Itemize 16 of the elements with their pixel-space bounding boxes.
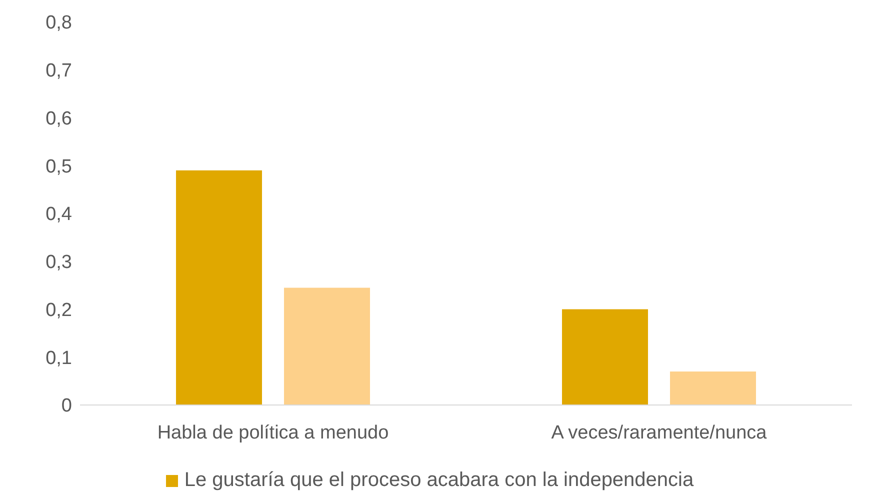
bar bbox=[176, 170, 262, 405]
y-tick-label: 0,8 bbox=[46, 12, 72, 34]
bar bbox=[670, 371, 756, 405]
y-tick-label: 0,2 bbox=[46, 300, 72, 321]
x-tick-label: Habla de política a menudo bbox=[157, 422, 389, 444]
y-tick-label: 0,3 bbox=[46, 252, 72, 274]
y-tick-label: 0,6 bbox=[46, 108, 72, 130]
x-tick-label: A veces/raramente/nunca bbox=[551, 422, 768, 444]
bar bbox=[284, 288, 370, 405]
bar bbox=[562, 309, 648, 405]
y-tick-label: 0,4 bbox=[46, 204, 72, 226]
y-tick-label: 0,1 bbox=[46, 348, 72, 369]
y-tick-label: 0 bbox=[61, 396, 72, 417]
y-tick-label: 0,5 bbox=[46, 156, 72, 178]
y-tick-label: 0,7 bbox=[46, 60, 72, 82]
legend-label: Le gustaría que el proceso acabara con la independencia bbox=[184, 469, 694, 492]
